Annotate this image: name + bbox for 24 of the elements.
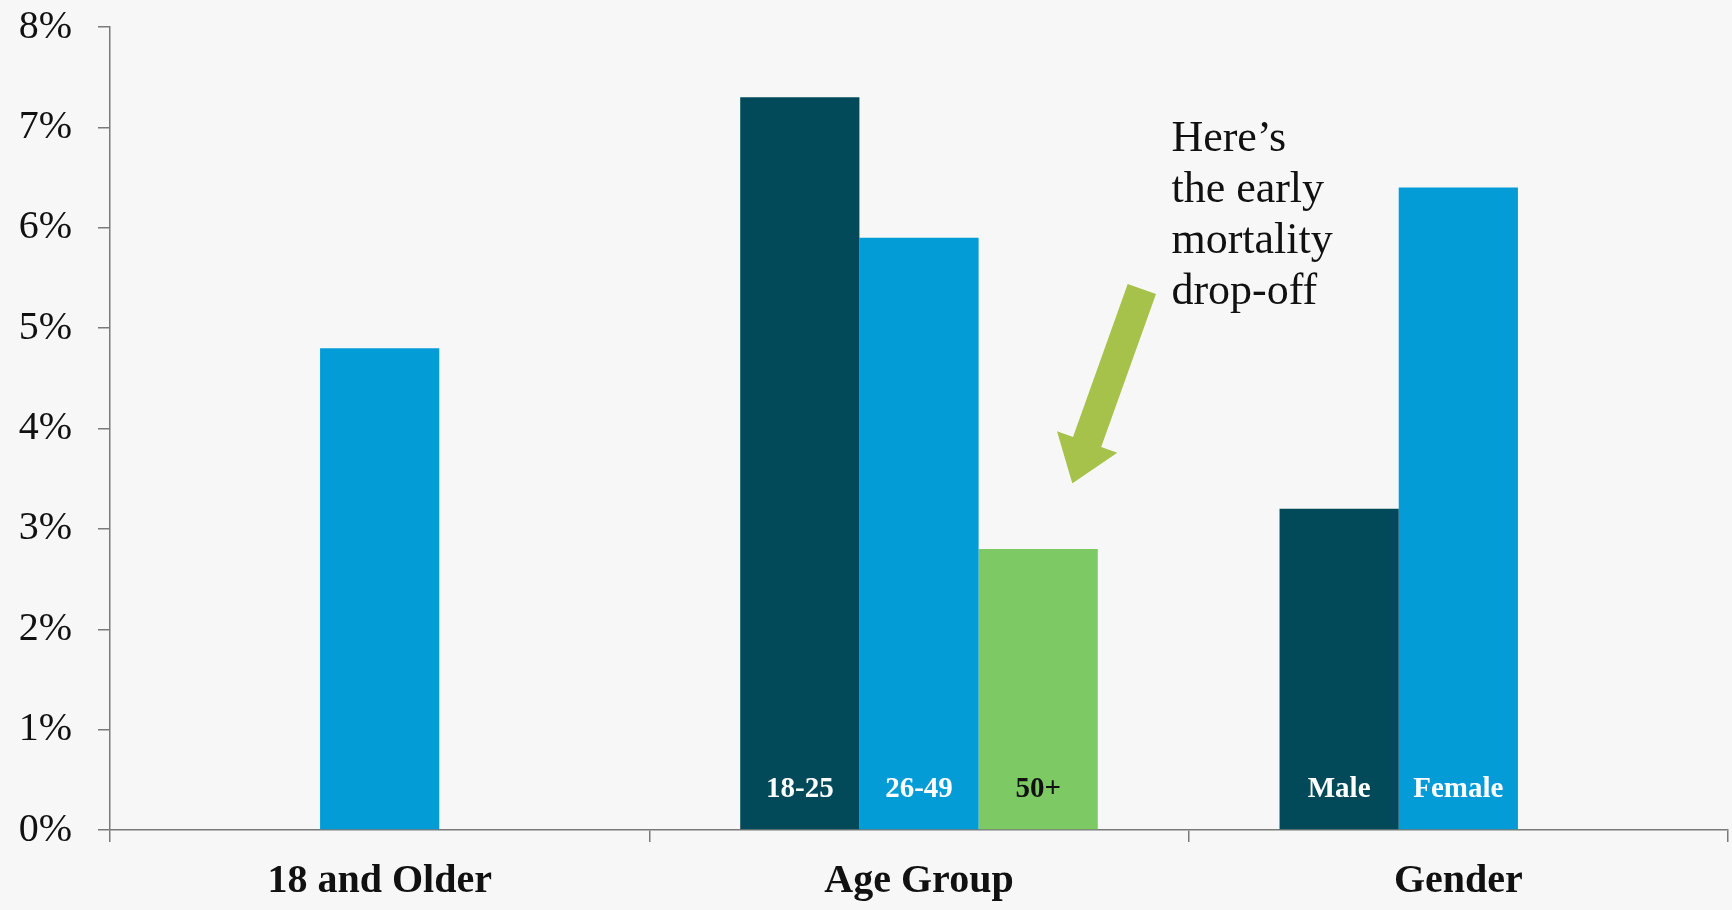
bar <box>1398 187 1518 830</box>
y-tick-label: 8% <box>18 1 72 47</box>
y-tick-label: 5% <box>18 302 72 348</box>
bar <box>859 237 979 830</box>
x-tick-label: Gender <box>1393 856 1523 902</box>
y-tick-label: 1% <box>18 704 72 750</box>
y-tick-label: 4% <box>18 403 72 448</box>
y-tick-label: 0% <box>18 804 72 850</box>
y-tick-label: 6% <box>18 202 72 248</box>
y-tick-label: 7% <box>18 101 72 147</box>
data-label: 18-25 <box>765 770 834 803</box>
bar <box>740 97 860 830</box>
data-label: 26-49 <box>885 770 953 803</box>
y-tick-label: 3% <box>18 503 72 549</box>
bar <box>1279 508 1399 830</box>
y-tick-label: 2% <box>18 603 72 649</box>
data-label: Male <box>1307 770 1371 803</box>
data-label: Female <box>1413 770 1504 803</box>
data-label: 50+ <box>1015 770 1061 803</box>
annotation: Here’s the early mortality drop-off <box>1171 111 1333 314</box>
bar <box>320 348 440 830</box>
bar <box>978 548 1098 830</box>
x-tick-label: 18 and Older <box>267 856 492 902</box>
x-tick-label: Age Group <box>824 856 1014 902</box>
